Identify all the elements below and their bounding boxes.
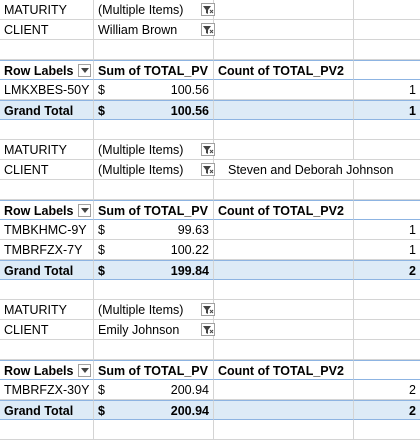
currency-symbol: $ [98,83,105,97]
filter-label: CLIENT [0,160,94,180]
currency-symbol: $ [98,223,105,237]
count-value: 1 [354,80,420,100]
filter-value[interactable]: (Multiple Items) [94,0,215,20]
filter-value[interactable]: (Multiple Items) [94,300,215,320]
filter-label: CLIENT [0,320,94,340]
row-label: TMBKHMC-9Y [0,220,94,240]
count-header: Count of TOTAL_PV2 [214,60,354,80]
filter-value[interactable]: (Multiple Items) [94,140,215,160]
filter-funnel-icon[interactable] [201,323,215,336]
count-header: Count of TOTAL_PV2 [214,200,354,220]
total-sum: $ 199.84 [94,260,214,280]
row-labels-header[interactable]: Row Labels [0,200,94,220]
pivot-header-row: Row Labels Sum of TOTAL_PV Count of TOTA… [0,60,420,80]
sum-header: Sum of TOTAL_PV [94,360,214,380]
filter-row-maturity: MATURITY (Multiple Items) [0,0,420,20]
header-text: Row Labels [4,364,74,378]
filter-row-client: CLIENT (Multiple Items) Steven and Debor… [0,160,420,180]
count-value: 1 [354,240,420,260]
sum-value: $ 100.22 [94,240,214,260]
table-row: TMBRFZX-30Y $ 200.94 2 [0,380,420,400]
amount: 100.56 [170,104,209,118]
header-text: Row Labels [4,64,74,78]
amount: 100.22 [170,243,209,257]
header-text: Row Labels [4,204,74,218]
amount: 100.56 [170,83,209,97]
filter-row-maturity: MATURITY (Multiple Items) [0,140,420,160]
pivot-header-row: Row Labels Sum of TOTAL_PV Count of TOTA… [0,360,420,380]
count-value: 1 [354,220,420,240]
filter-funnel-icon[interactable] [201,3,215,16]
amount: 200.94 [170,404,209,418]
sum-value: $ 200.94 [94,380,214,400]
currency-symbol: $ [98,404,105,418]
row-label: TMBRFZX-30Y [0,380,94,400]
dropdown-arrow-icon[interactable] [78,364,91,377]
filter-row-client: CLIENT William Brown [0,20,420,40]
grand-total-row: Grand Total $ 200.94 2 [0,400,420,420]
filter-label: MATURITY [0,300,94,320]
filter-value-text: (Multiple Items) [98,143,184,157]
currency-symbol: $ [98,383,105,397]
total-label: Grand Total [0,100,94,120]
currency-symbol: $ [98,264,105,278]
filter-row-maturity: MATURITY (Multiple Items) [0,300,420,320]
client-note: Steven and Deborah Johnson [214,160,393,180]
total-label: Grand Total [0,260,94,280]
table-row: TMBRFZX-7Y $ 100.22 1 [0,240,420,260]
filter-funnel-icon[interactable] [201,23,215,36]
count-header: Count of TOTAL_PV2 [214,360,354,380]
filter-funnel-icon[interactable] [201,163,215,176]
table-row: TMBKHMC-9Y $ 99.63 1 [0,220,420,240]
filter-funnel-icon[interactable] [201,143,215,156]
total-label: Grand Total [0,400,94,420]
filter-value-text: Emily Johnson [98,323,180,337]
row-label: TMBRFZX-7Y [0,240,94,260]
filter-value-text: (Multiple Items) [98,303,184,317]
currency-symbol: $ [98,104,105,118]
filter-row-client: CLIENT Emily Johnson [0,320,420,340]
count-value: 2 [354,380,420,400]
row-label: LMKXBES-50Y [0,80,94,100]
filter-value[interactable]: William Brown [94,20,215,40]
grand-total-row: Grand Total $ 100.56 1 [0,100,420,120]
filter-label: CLIENT [0,20,94,40]
row-labels-header[interactable]: Row Labels [0,60,94,80]
filter-label: MATURITY [0,140,94,160]
filter-value[interactable]: (Multiple Items) [94,160,215,180]
sum-value: $ 99.63 [94,220,214,240]
total-sum: $ 200.94 [94,400,214,420]
sum-value: $ 100.56 [94,80,214,100]
grand-total-row: Grand Total $ 199.84 2 [0,260,420,280]
filter-value-text: (Multiple Items) [98,3,184,17]
pivot-header-row: Row Labels Sum of TOTAL_PV Count of TOTA… [0,200,420,220]
total-count: 1 [354,100,420,120]
amount: 199.84 [170,264,209,278]
filter-value-text: (Multiple Items) [98,163,184,177]
filter-value-text: William Brown [98,23,178,37]
dropdown-arrow-icon[interactable] [78,204,91,217]
sum-header: Sum of TOTAL_PV [94,200,214,220]
row-labels-header[interactable]: Row Labels [0,360,94,380]
amount: 99.63 [177,223,209,237]
filter-value[interactable]: Emily Johnson [94,320,215,340]
amount: 200.94 [170,383,209,397]
total-count: 2 [354,260,420,280]
table-row: LMKXBES-50Y $ 100.56 1 [0,80,420,100]
currency-symbol: $ [98,243,105,257]
filter-label: MATURITY [0,0,94,20]
total-sum: $ 100.56 [94,100,214,120]
sum-header: Sum of TOTAL_PV [94,60,214,80]
dropdown-arrow-icon[interactable] [78,64,91,77]
filter-funnel-icon[interactable] [201,303,215,316]
total-count: 2 [354,400,420,420]
